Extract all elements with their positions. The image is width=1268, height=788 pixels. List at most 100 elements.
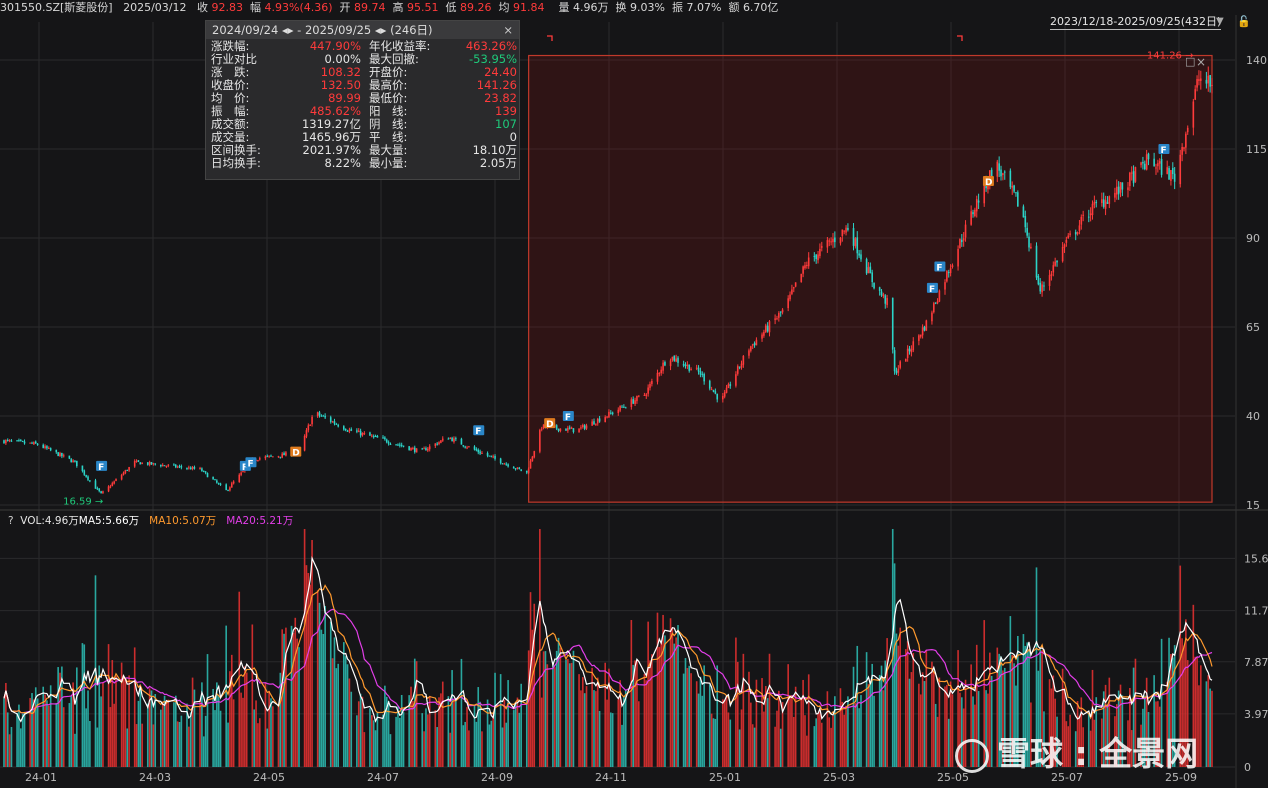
candle-body <box>1211 85 1213 87</box>
candle-body <box>578 428 580 433</box>
candle-body <box>229 487 231 491</box>
candle-body <box>880 291 883 296</box>
candle-body <box>397 444 399 446</box>
candle-body <box>1002 173 1004 175</box>
x-tick-label: 24-11 <box>595 771 627 784</box>
volume-bar <box>1160 638 1163 767</box>
volume-bar <box>516 697 519 767</box>
volume-bar <box>962 708 965 767</box>
volume-bar <box>531 629 534 767</box>
volume-bar <box>212 688 214 767</box>
lock-icon[interactable]: 🔓 <box>1237 15 1251 28</box>
candle-body <box>961 239 963 243</box>
candle-body <box>1114 192 1116 198</box>
candle-body <box>1065 239 1068 243</box>
candle-body <box>1129 172 1131 186</box>
candle-body <box>828 240 831 242</box>
chevron-down-icon[interactable]: ▼ <box>1216 16 1224 27</box>
candle-body <box>94 480 97 489</box>
candle-body <box>449 438 452 440</box>
volume-bar <box>165 700 168 767</box>
candle-body <box>910 349 913 353</box>
volume-bar <box>279 672 282 767</box>
volume-bar <box>722 699 724 767</box>
volume-bar <box>792 716 795 767</box>
avg-label: 均 <box>498 1 510 14</box>
volume-bar <box>723 699 726 767</box>
symbol-label[interactable]: 301550.SZ[斯菱股份] <box>0 1 113 14</box>
volume-bar <box>298 647 300 767</box>
stats-label: 均 价: <box>211 91 250 105</box>
candle-body <box>1108 196 1111 204</box>
stats-value: 0.00% <box>324 52 361 66</box>
x-tick-label: 24-03 <box>139 771 171 784</box>
volume-bar <box>161 702 164 767</box>
volume-bar <box>219 710 222 767</box>
volume-bar <box>807 674 810 767</box>
volume-bar <box>242 697 244 767</box>
volume-bar <box>202 736 205 767</box>
volume-bar <box>283 633 285 767</box>
volume-bar <box>716 665 719 767</box>
volume-bar <box>1115 704 1118 767</box>
candle-body <box>240 472 242 475</box>
candle-body <box>565 428 567 431</box>
volume-bar <box>684 658 687 767</box>
candle-body <box>413 447 416 452</box>
volume-bar <box>135 724 138 767</box>
candle-body <box>464 446 466 448</box>
candle-body <box>139 462 142 465</box>
candle-body <box>895 370 898 374</box>
candle-body <box>385 439 388 443</box>
volume-bar <box>152 724 155 767</box>
candle-body <box>160 464 162 467</box>
candle-body <box>376 435 379 438</box>
candle-body <box>637 395 640 397</box>
volume-bar <box>891 529 894 767</box>
candle-body <box>912 341 915 351</box>
volume-bar <box>329 621 332 767</box>
candle-body <box>6 439 9 441</box>
volume-bar <box>1117 690 1120 767</box>
candle-body <box>580 427 582 429</box>
candle-body <box>1082 214 1084 216</box>
stats-date-range[interactable]: 2024/09/24 ◂▸ - 2025/09/25 ◂▸ (246日) <box>212 23 433 37</box>
candle-body <box>264 456 267 459</box>
candle-body <box>539 430 541 452</box>
candle-body <box>436 443 438 445</box>
volume-bar <box>736 661 739 767</box>
candle-body <box>660 369 663 374</box>
volume-bar <box>36 698 39 767</box>
volume-bar <box>74 733 76 767</box>
candle-body <box>10 440 13 442</box>
volume-bar <box>985 690 987 767</box>
volume-bar <box>89 720 91 767</box>
interval-stats-panel: 2024/09/24 ◂▸ - 2025/09/25 ◂▸ (246日) × 涨… <box>205 20 520 180</box>
volume-bar <box>904 649 907 767</box>
candle-body <box>1022 206 1025 218</box>
close-icon[interactable]: × <box>503 23 513 37</box>
help-icon[interactable]: ? <box>8 515 14 527</box>
stats-value: 0 <box>509 130 517 144</box>
candle-body <box>382 437 384 439</box>
volume-bar <box>240 692 242 767</box>
volume-bar <box>703 665 705 767</box>
volume-tick-label: 7.87 <box>1244 656 1268 669</box>
volume-bar <box>748 671 750 767</box>
candle-body <box>427 448 429 451</box>
candle-body <box>1041 284 1043 293</box>
high-label: 高 <box>392 1 404 14</box>
date-range-selector[interactable]: 2023/12/18-2025/09/25(432日) <box>1050 15 1222 30</box>
volume-bar <box>460 658 463 767</box>
candle-body <box>742 355 745 365</box>
candle-body <box>897 368 900 373</box>
volume-bar <box>350 691 353 767</box>
turnover-label: 换 <box>615 1 627 14</box>
volume-bar <box>33 699 35 767</box>
stats-value: -53.95% <box>469 52 517 66</box>
candle-body <box>1181 147 1183 155</box>
volume-bar <box>1153 675 1155 767</box>
candle-body <box>1199 78 1202 81</box>
candle-body <box>72 460 74 463</box>
